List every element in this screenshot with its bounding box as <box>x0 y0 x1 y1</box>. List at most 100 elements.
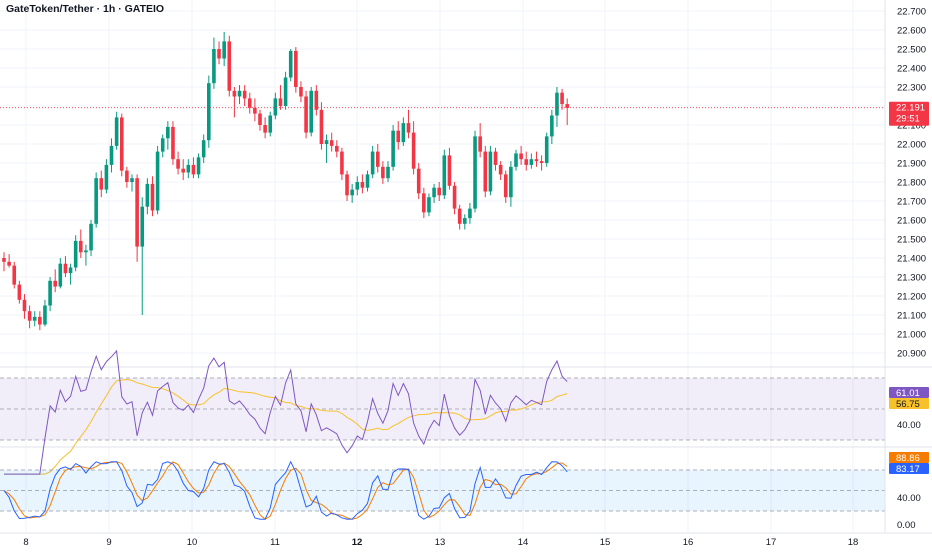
stoch-k-label: 88.86 <box>896 453 920 464</box>
time-axis-label: 11 <box>270 537 280 548</box>
candle-body <box>416 168 421 194</box>
candle-body <box>217 49 221 59</box>
price-axis-label: 21.100 <box>897 311 926 322</box>
candle-body <box>53 280 57 287</box>
candle-body <box>401 123 406 143</box>
candle-body <box>288 50 293 78</box>
price-axis-label: 22.500 <box>897 45 926 56</box>
candle-body <box>524 159 529 165</box>
candle-body <box>166 126 170 139</box>
rsi-ma-line <box>4 378 568 475</box>
candle-body <box>232 90 237 97</box>
candle-body <box>155 151 160 211</box>
candle-body <box>273 98 278 116</box>
candle-body <box>488 151 493 192</box>
stoch-k-tag <box>889 463 929 474</box>
candle-body <box>503 174 508 198</box>
candle-body <box>355 182 360 190</box>
rsi-line <box>4 349 568 475</box>
price-axis-label: 20.900 <box>897 349 926 360</box>
candle-body <box>314 90 319 110</box>
candle-body <box>432 187 436 198</box>
rsi-axis-label: 40.00 <box>897 420 921 431</box>
candle-body <box>171 126 175 160</box>
candle-body <box>150 183 155 211</box>
candle-body <box>375 151 380 167</box>
candle-body <box>196 157 201 175</box>
candle-body <box>207 83 211 141</box>
candle-body <box>17 284 22 300</box>
candle-body <box>104 164 109 190</box>
price-axis-label: 22.300 <box>897 83 926 94</box>
candle-body <box>550 115 554 137</box>
time-axis-label: 10 <box>187 537 198 548</box>
candle-body <box>411 132 416 169</box>
candle-body <box>130 178 134 182</box>
candle-body <box>370 151 375 175</box>
candle-body <box>396 130 401 143</box>
candle-body <box>38 316 42 325</box>
price-axis-label: 21.200 <box>897 292 926 303</box>
candle-body <box>27 311 32 321</box>
candle-body <box>160 138 165 152</box>
candle-body <box>58 263 63 287</box>
candle-body <box>463 218 467 224</box>
candle-body <box>442 155 447 196</box>
candle-body <box>468 208 472 219</box>
candle-body <box>109 145 114 165</box>
candle-body <box>386 166 390 179</box>
candle-body <box>483 151 488 192</box>
candle-body <box>324 140 329 144</box>
candle-body <box>48 280 52 306</box>
candle-body <box>345 174 349 196</box>
candle-body <box>447 155 452 186</box>
candle-body <box>457 208 462 224</box>
price-axis-label: 21.300 <box>897 273 926 284</box>
candle-body <box>381 166 385 179</box>
candle-body <box>304 96 308 133</box>
stoch-d-line <box>3 461 568 520</box>
candle-body <box>43 305 47 325</box>
price-axis-label: 22.400 <box>897 64 926 75</box>
candle-body <box>294 50 298 87</box>
candle-body <box>114 117 119 146</box>
candle-body <box>176 159 180 169</box>
rsi-value-label: 61.01 <box>896 388 920 399</box>
candle-body <box>212 49 216 84</box>
price-axis-label: 22.000 <box>897 140 926 151</box>
price-axis-label: 21.600 <box>897 216 926 227</box>
candle-body <box>89 223 93 251</box>
candle-body <box>493 151 498 165</box>
candle-body <box>32 316 37 321</box>
candle-body <box>84 250 88 253</box>
time-axis-label: 8 <box>23 537 28 548</box>
candle-body <box>350 189 354 196</box>
candle-body <box>478 136 482 152</box>
candle-body <box>22 299 27 312</box>
candle-body <box>498 164 503 175</box>
candle-body <box>360 182 365 188</box>
candle-body <box>140 206 145 247</box>
chart-title: GateToken/Tether · 1h · GATEIO <box>6 3 165 15</box>
rsi-ma-label: 56.75 <box>896 399 920 410</box>
candle-body <box>12 265 17 285</box>
candle-body <box>227 41 232 91</box>
candle-body <box>391 130 395 167</box>
candle-body <box>186 164 191 173</box>
price-axis-label: 22.100 <box>897 121 926 132</box>
last-price-countdown: 29:51 <box>896 114 920 125</box>
time-axis-label: 15 <box>600 537 611 548</box>
candle-body <box>145 183 150 207</box>
candle-body <box>519 153 523 160</box>
candle-body <box>555 92 559 116</box>
price-axis-label: 21.500 <box>897 235 926 246</box>
time-axis-label: 12 <box>352 537 363 548</box>
candle-body <box>319 109 324 144</box>
time-axis-label: 17 <box>766 537 777 548</box>
candle-body <box>237 90 242 97</box>
price-axis-label: 22.700 <box>897 7 926 18</box>
candle-body <box>242 90 247 99</box>
candle-body <box>201 140 206 158</box>
